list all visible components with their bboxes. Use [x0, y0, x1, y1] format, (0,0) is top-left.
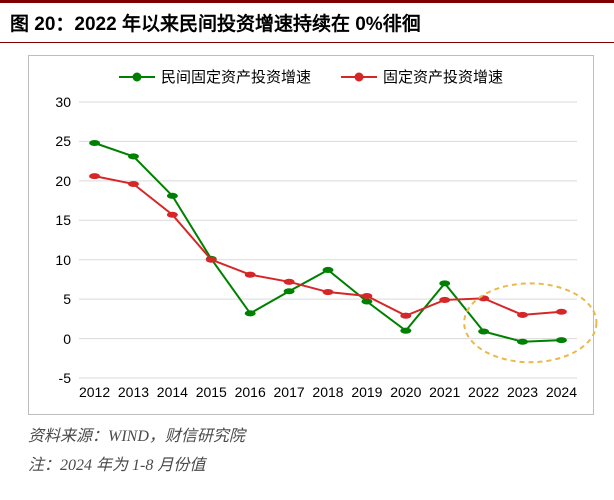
y-axis-label: 10 [55, 252, 79, 268]
x-axis-label: 2023 [507, 378, 538, 400]
x-axis-label: 2021 [429, 378, 460, 400]
x-axis-label: 2016 [235, 378, 266, 400]
x-axis-label: 2020 [390, 378, 421, 400]
x-axis-label: 2018 [312, 378, 343, 400]
y-axis-label: -5 [59, 370, 79, 386]
x-axis-label: 2022 [468, 378, 499, 400]
legend-label: 民间固定资产投资增速 [161, 66, 311, 87]
note-line: 注：2024 年为 1-8 月份值 [28, 452, 614, 481]
y-axis-label: 25 [55, 133, 79, 149]
plot-area: -5051015202530 2012201320142015201620172… [79, 102, 577, 378]
x-axis-label: 2014 [157, 378, 188, 400]
x-axis-label: 2015 [196, 378, 227, 400]
legend: 民间固定资产投资增速 固定资产投资增速 [29, 66, 593, 87]
x-axis-label: 2012 [79, 378, 110, 400]
legend-label: 固定资产投资增速 [383, 66, 503, 87]
y-axis-label: 30 [55, 94, 79, 110]
legend-marker [119, 76, 155, 78]
source-line: 资料来源：WIND，财信研究院 [28, 423, 614, 452]
figure-footer: 资料来源：WIND，财信研究院 注：2024 年为 1-8 月份值 [28, 423, 614, 481]
x-axis-label: 2019 [351, 378, 382, 400]
chart-svg [79, 102, 577, 378]
y-axis-label: 5 [63, 291, 79, 307]
y-axis-label: 0 [63, 331, 79, 347]
x-axis-label: 2013 [118, 378, 149, 400]
x-axis-label: 2024 [546, 378, 577, 400]
x-axis-label: 2017 [274, 378, 305, 400]
legend-item: 固定资产投资增速 [341, 66, 503, 87]
y-axis-label: 15 [55, 212, 79, 228]
legend-item: 民间固定资产投资增速 [119, 66, 311, 87]
figure-title: 图 20：2022 年以来民间投资增速持续在 0%徘徊 [0, 0, 614, 43]
chart-container: 民间固定资产投资增速固定资产投资增速 -5051015202530 201220… [28, 55, 594, 415]
y-axis-label: 20 [55, 173, 79, 189]
legend-marker [341, 76, 377, 78]
